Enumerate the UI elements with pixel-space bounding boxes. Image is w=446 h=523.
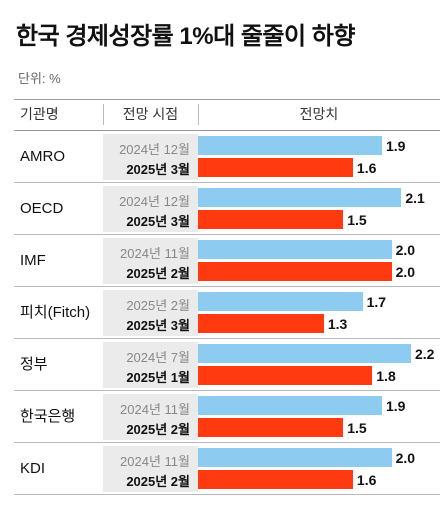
previous-date: 2024년 12월	[119, 142, 190, 157]
row-divider	[14, 338, 440, 339]
institution-label: 한국은행	[20, 408, 76, 425]
table-row: 피치(Fitch) 2025년 2월 2025년 3월 1.7 1.3	[14, 287, 440, 339]
value-label: 1.5	[347, 212, 367, 228]
previous-bar	[198, 136, 382, 155]
row-divider	[14, 494, 440, 495]
latest-date: 2025년 3월	[126, 214, 190, 229]
header-divider	[198, 104, 199, 125]
latest-bar	[198, 210, 344, 229]
header-value: 전망치	[299, 106, 339, 122]
value-label: 1.3	[327, 316, 348, 332]
table-row: AMRO 2024년 12월 2025년 3월 1.9 1.6	[14, 131, 440, 183]
previous-date: 2024년 12월	[119, 194, 190, 209]
table-row: 한국은행 2024년 11월 2025년 2월 1.9 1.5	[14, 391, 440, 443]
value-label: 1.5	[347, 420, 367, 436]
latest-date: 2025년 3월	[126, 162, 190, 177]
row-divider	[14, 442, 440, 443]
row-divider	[14, 390, 440, 391]
previous-date: 2024년 11월	[120, 402, 190, 417]
latest-bar	[198, 314, 324, 333]
header-date: 전망 시점	[122, 106, 179, 122]
value-label: 2.1	[405, 190, 425, 206]
date-cell: 2024년 12월 2025년 3월	[103, 186, 198, 232]
previous-bar	[198, 292, 363, 311]
date-cell: 2024년 11월 2025년 2월	[103, 394, 198, 440]
previous-bar	[198, 344, 411, 363]
latest-bar	[198, 366, 373, 385]
row-divider	[14, 234, 440, 235]
value-label: 2.2	[415, 346, 435, 362]
institution-label: AMRO	[20, 148, 65, 165]
previous-date: 2024년 7월	[126, 350, 190, 365]
table-row: IMF 2024년 11월 2025년 2월 2.0 2.0	[14, 235, 440, 287]
latest-bar	[198, 418, 344, 437]
header-institution: 기관명	[20, 106, 59, 122]
latest-bar	[198, 158, 353, 177]
date-cell: 2024년 7월 2025년 1월	[103, 342, 198, 388]
header-divider	[103, 104, 104, 125]
table-row: 정부 2024년 7월 2025년 1월 2.2 1.8	[14, 339, 440, 391]
institution-label: OECD	[20, 200, 64, 217]
latest-date: 2025년 3월	[126, 318, 190, 333]
latest-date: 2025년 2월	[126, 474, 190, 489]
latest-date: 2025년 1월	[126, 370, 190, 385]
value-label: 2.0	[395, 450, 416, 466]
latest-date: 2025년 2월	[126, 422, 190, 437]
previous-bar	[198, 396, 382, 415]
institution-label: KDI	[20, 460, 46, 477]
date-cell: 2025년 2월 2025년 3월	[103, 290, 198, 336]
latest-bar	[198, 262, 392, 281]
previous-bar	[198, 240, 392, 259]
value-label: 1.9	[385, 138, 406, 154]
table-row: KDI 2024년 11월 2025년 2월 2.0 1.6	[14, 443, 440, 495]
row-divider	[14, 286, 440, 287]
previous-date: 2025년 2월	[126, 298, 190, 313]
value-label: 1.6	[356, 472, 377, 488]
institution-label: 피치(Fitch)	[20, 304, 91, 321]
date-cell: 2024년 11월 2025년 2월	[103, 446, 198, 492]
latest-date: 2025년 2월	[126, 266, 190, 281]
value-label: 2.0	[395, 242, 416, 258]
value-label: 1.7	[366, 294, 387, 310]
value-label: 2.0	[395, 264, 416, 280]
row-divider	[14, 182, 440, 183]
value-label: 1.8	[376, 368, 396, 384]
latest-bar	[198, 470, 353, 489]
table-row: OECD 2024년 12월 2025년 3월 2.1 1.5	[14, 183, 440, 235]
chart-title: 한국 경제성장률 1%대 줄줄이 하향	[16, 23, 355, 50]
value-label: 1.9	[385, 398, 406, 414]
value-label: 1.6	[356, 160, 377, 176]
unit-label: 단위: %	[18, 71, 61, 86]
previous-date: 2024년 11월	[120, 454, 190, 469]
previous-bar	[198, 448, 392, 467]
table-top-rule	[14, 99, 440, 100]
previous-bar	[198, 188, 402, 207]
date-cell: 2024년 11월 2025년 2월	[103, 238, 198, 284]
institution-label: 정부	[20, 356, 48, 373]
institution-label: IMF	[20, 252, 46, 269]
date-cell: 2024년 12월 2025년 3월	[103, 134, 198, 180]
table-header-rule	[14, 130, 440, 131]
previous-date: 2024년 11월	[120, 246, 190, 261]
